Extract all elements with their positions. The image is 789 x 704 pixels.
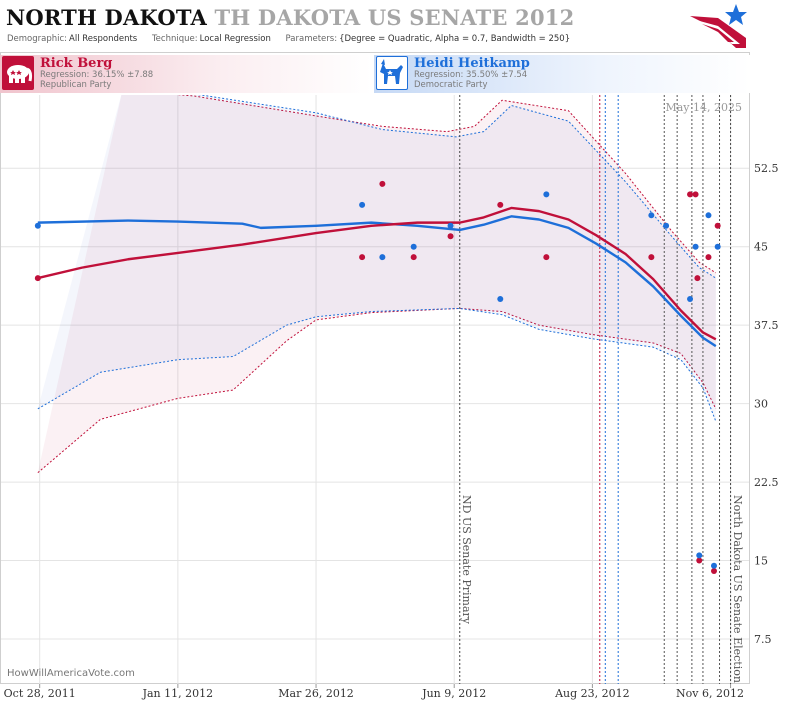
annotation-label: ND US Senate Primary	[460, 495, 473, 625]
x-tick-label: Oct 28, 2011	[4, 687, 76, 700]
y-tick-label: 37.5	[754, 319, 779, 332]
poll-point	[447, 222, 454, 229]
candidate-name: Rick Berg	[40, 56, 113, 71]
poll-point	[687, 296, 694, 303]
poll-point	[543, 254, 550, 261]
poll-point	[410, 243, 417, 250]
poll-point	[379, 254, 386, 261]
poll-point	[34, 222, 41, 229]
y-tick-label: 30	[754, 398, 768, 411]
event-lines: ND US Senate Primary North Dakota US Sena…	[459, 95, 744, 684]
poll-point	[34, 275, 41, 282]
x-tick-label: Jan 11, 2012	[142, 687, 214, 700]
title-state-faded: TH DAKOTA	[214, 5, 361, 30]
demographic-label: Demographic:	[7, 34, 68, 44]
title-state: NORTH DAKOTA	[6, 5, 208, 30]
confidence-band-edge	[37, 307, 717, 474]
x-tick-label: Nov 6, 2012	[676, 687, 744, 700]
confidence-bands	[37, 95, 717, 474]
poll-point	[543, 191, 550, 198]
chart-frame	[0, 52, 750, 684]
demographic-value: All Respondents	[69, 34, 138, 44]
regression-lines	[37, 206, 717, 348]
poll-point	[359, 201, 366, 208]
site-watermark: HowWillAmericaVote.com	[7, 668, 135, 679]
poll-point	[379, 180, 386, 187]
candidate-regression: Regression: 35.50% ±7.54	[414, 70, 528, 80]
chart-parameters: Demographic: All Respondents Technique: Lo…	[7, 34, 570, 44]
annotation-label: North Dakota US Senate Election	[731, 495, 744, 683]
poll-point	[663, 222, 670, 229]
regression-line	[37, 206, 717, 341]
candidate-name: Heidi Heitkamp	[414, 56, 530, 71]
grid-lines	[1, 95, 749, 684]
poll-point	[497, 201, 504, 208]
confidence-band-edge	[197, 95, 717, 279]
poll-point	[714, 243, 721, 250]
x-axis-ticks: Oct 28, 2011 Jan 11, 2012 Mar 26, 2012 Jun …	[4, 684, 744, 700]
poll-points	[34, 180, 721, 575]
y-axis-ticks: 7.5 15 22.5 30 37.5 45 52.5	[754, 162, 779, 646]
technique-label: Technique:	[151, 34, 198, 44]
y-tick-label: 45	[754, 241, 768, 254]
poll-point	[696, 552, 703, 559]
poll-point	[710, 568, 717, 575]
poll-point	[447, 233, 454, 240]
x-tick-label: Jun 9, 2012	[421, 687, 486, 700]
y-tick-label: 15	[754, 555, 768, 568]
candidate-legend-heidi-heitkamp: Heidi Heitkamp Regression: 35.50% ±7.54 …	[374, 55, 750, 93]
site-logo	[690, 4, 747, 48]
current-date-label: May 14, 2025	[665, 101, 742, 114]
poll-point	[696, 557, 703, 564]
candidate-party: Democratic Party	[414, 80, 488, 90]
donkey-icon	[376, 56, 408, 90]
candidate-legend-rick-berg: Rick Berg Regression: 36.15% ±7.88 Repub…	[0, 55, 372, 93]
poll-point	[359, 254, 366, 261]
x-tick-label: Aug 23, 2012	[554, 687, 630, 700]
poll-point	[714, 222, 721, 229]
elephant-icon	[2, 56, 34, 90]
poll-point	[648, 212, 655, 219]
poll-point	[692, 191, 699, 198]
candidate-party: Republican Party	[40, 80, 112, 90]
y-tick-label: 7.5	[754, 633, 772, 646]
title-race: US SENATE 2012	[367, 5, 575, 30]
poll-point	[410, 254, 417, 261]
chart-title: NORTH DAKOTA TH DAKOTA US SENATE 2012	[6, 5, 574, 30]
poll-point	[648, 254, 655, 261]
parameters-value: {Degree = Quadratic, Alpha = 0.7, Bandwi…	[339, 34, 571, 44]
candidate-regression: Regression: 36.15% ±7.88	[40, 70, 154, 80]
confidence-band-edge	[37, 307, 717, 422]
poll-point	[710, 562, 717, 569]
confidence-band	[37, 95, 716, 422]
x-tick-label: Mar 26, 2012	[278, 687, 354, 700]
poll-point	[687, 191, 694, 198]
poll-point	[497, 296, 504, 303]
technique-value: Local Regression	[199, 34, 271, 44]
confidence-band	[37, 95, 716, 473]
chart-header: NORTH DAKOTA TH DAKOTA US SENATE 2012 De…	[0, 0, 750, 50]
poll-point	[694, 275, 701, 282]
parameters-label: Parameters:	[285, 34, 338, 44]
y-tick-label: 22.5	[754, 476, 779, 489]
y-tick-label: 52.5	[754, 162, 779, 175]
poll-point	[705, 254, 712, 261]
poll-point	[692, 243, 699, 250]
regression-line	[37, 215, 717, 348]
poll-point	[705, 212, 712, 219]
